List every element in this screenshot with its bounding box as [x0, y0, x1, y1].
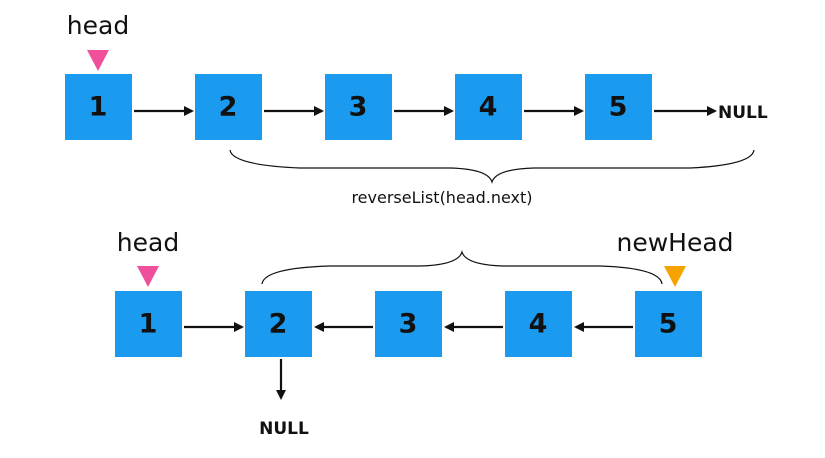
bottom-node-2-label: 2	[269, 309, 288, 340]
new-head-label: newHead	[616, 228, 733, 257]
bottom-node-5-label: 5	[659, 309, 678, 340]
recursive-call-label: reverseList(head.next)	[351, 188, 532, 207]
top-node-1: 1	[65, 74, 132, 140]
top-null-label: NULL	[718, 103, 768, 123]
bottom-brace	[261, 249, 663, 285]
bottom-node-1: 1	[115, 291, 182, 357]
bottom-node-2: 2	[245, 291, 312, 357]
top-head-label: head	[67, 11, 129, 40]
bottom-node-4-label: 4	[529, 309, 548, 340]
bottom-node-4: 4	[505, 291, 572, 357]
top-node-3-label: 3	[349, 92, 368, 123]
bottom-node-1-label: 1	[139, 309, 158, 340]
top-node-4: 4	[455, 74, 522, 140]
bottom-head-label: head	[117, 228, 179, 257]
bottom-node-3-label: 3	[399, 309, 418, 340]
bottom-head-marker-icon	[137, 266, 159, 287]
top-node-1-label: 1	[89, 92, 108, 123]
top-node-4-label: 4	[479, 92, 498, 123]
top-row: head 1 2 3 4 5 NULL	[65, 11, 768, 140]
top-node-5-label: 5	[609, 92, 628, 123]
new-head-marker-icon	[664, 266, 686, 287]
bottom-null-label: NULL	[259, 419, 309, 439]
bottom-node-3: 3	[375, 291, 442, 357]
top-brace	[229, 149, 755, 185]
top-node-5: 5	[585, 74, 652, 140]
top-node-2-label: 2	[219, 92, 238, 123]
top-head-marker-icon	[87, 50, 109, 71]
top-node-3: 3	[325, 74, 392, 140]
bottom-node-5: 5	[635, 291, 702, 357]
top-node-2: 2	[195, 74, 262, 140]
bottom-row: head newHead 1 2 3 4 5 NULL	[115, 228, 734, 439]
